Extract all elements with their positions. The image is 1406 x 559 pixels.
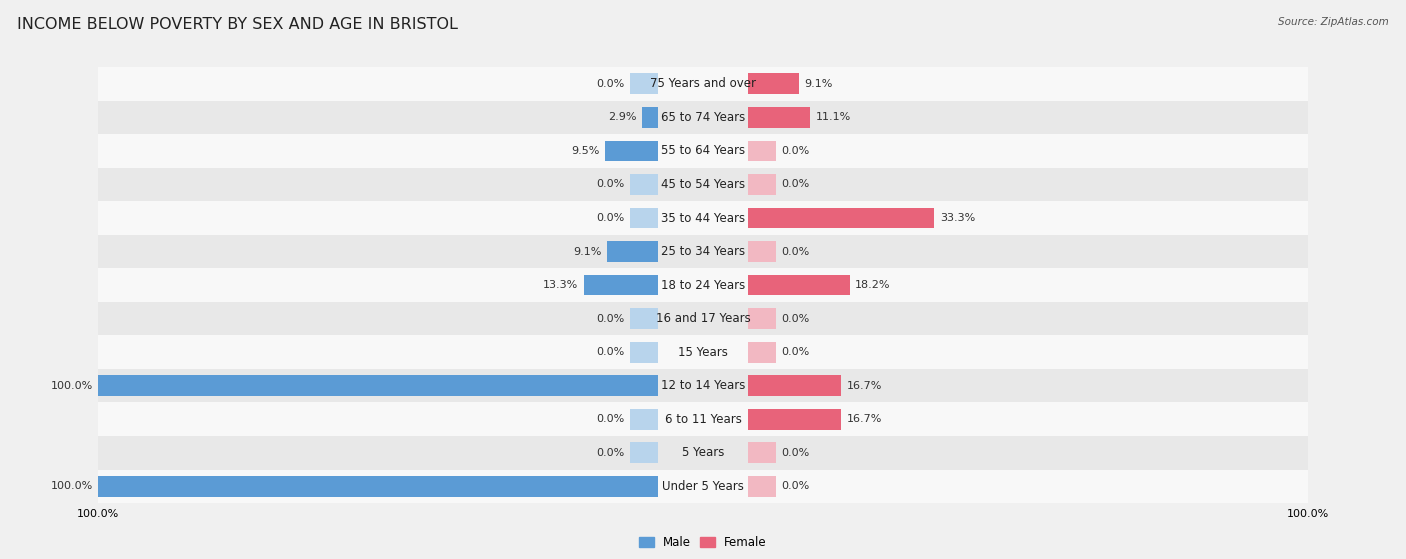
Text: 65 to 74 Years: 65 to 74 Years (661, 111, 745, 124)
Text: 12 to 14 Years: 12 to 14 Years (661, 379, 745, 392)
Text: 35 to 44 Years: 35 to 44 Years (661, 211, 745, 225)
Bar (748, 174, 776, 195)
Text: 2.9%: 2.9% (607, 112, 637, 122)
Bar (98, 101, 1308, 134)
Bar (98, 67, 1308, 101)
Bar (605, 140, 658, 162)
Text: 18 to 24 Years: 18 to 24 Years (661, 278, 745, 292)
Bar (98, 470, 1308, 503)
Bar (748, 442, 776, 463)
Text: 0.0%: 0.0% (596, 414, 624, 424)
Bar (98, 168, 1308, 201)
Text: 5 Years: 5 Years (682, 446, 724, 459)
Bar (630, 342, 658, 363)
Bar (98, 201, 1308, 235)
Text: 0.0%: 0.0% (596, 79, 624, 89)
Text: 0.0%: 0.0% (596, 213, 624, 223)
Text: 0.0%: 0.0% (596, 347, 624, 357)
Text: 18.2%: 18.2% (855, 280, 891, 290)
Bar (630, 442, 658, 463)
Bar (98, 436, 1308, 470)
Bar (748, 409, 841, 430)
Text: 25 to 34 Years: 25 to 34 Years (661, 245, 745, 258)
Text: 0.0%: 0.0% (782, 247, 810, 257)
Text: 0.0%: 0.0% (782, 448, 810, 458)
Text: 6 to 11 Years: 6 to 11 Years (665, 413, 741, 426)
Bar (630, 207, 658, 229)
Text: 0.0%: 0.0% (782, 314, 810, 324)
Text: 16.7%: 16.7% (846, 381, 882, 391)
Text: INCOME BELOW POVERTY BY SEX AND AGE IN BRISTOL: INCOME BELOW POVERTY BY SEX AND AGE IN B… (17, 17, 458, 32)
Text: Source: ZipAtlas.com: Source: ZipAtlas.com (1278, 17, 1389, 27)
Text: 0.0%: 0.0% (596, 314, 624, 324)
Text: 0.0%: 0.0% (782, 179, 810, 190)
Bar (98, 369, 1308, 402)
Text: 75 Years and over: 75 Years and over (650, 77, 756, 91)
Bar (98, 302, 1308, 335)
Bar (98, 335, 1308, 369)
Bar (748, 308, 776, 329)
Text: 11.1%: 11.1% (815, 112, 851, 122)
Bar (98, 134, 1308, 168)
Bar (748, 375, 841, 396)
Bar (98, 402, 1308, 436)
Bar (748, 241, 776, 262)
Text: 9.1%: 9.1% (574, 247, 602, 257)
Bar (630, 308, 658, 329)
Bar (748, 107, 810, 128)
Bar (98, 476, 658, 497)
Bar (98, 268, 1308, 302)
Text: Under 5 Years: Under 5 Years (662, 480, 744, 493)
Text: 16 and 17 Years: 16 and 17 Years (655, 312, 751, 325)
Bar (748, 73, 799, 94)
Text: 0.0%: 0.0% (782, 481, 810, 491)
Bar (643, 107, 658, 128)
Text: 9.1%: 9.1% (804, 79, 832, 89)
Text: 15 Years: 15 Years (678, 345, 728, 359)
Bar (630, 73, 658, 94)
Text: 0.0%: 0.0% (782, 347, 810, 357)
Text: 13.3%: 13.3% (543, 280, 578, 290)
Text: 9.5%: 9.5% (571, 146, 599, 156)
Text: 33.3%: 33.3% (939, 213, 974, 223)
Bar (583, 274, 658, 296)
Text: 55 to 64 Years: 55 to 64 Years (661, 144, 745, 158)
Bar (98, 235, 1308, 268)
Bar (748, 140, 776, 162)
Text: 0.0%: 0.0% (596, 448, 624, 458)
Bar (748, 274, 849, 296)
Legend: Male, Female: Male, Female (634, 532, 772, 554)
Bar (748, 342, 776, 363)
Bar (630, 409, 658, 430)
Text: 0.0%: 0.0% (596, 179, 624, 190)
Bar (98, 375, 658, 396)
Bar (748, 207, 934, 229)
Bar (607, 241, 658, 262)
Text: 16.7%: 16.7% (846, 414, 882, 424)
Text: 45 to 54 Years: 45 to 54 Years (661, 178, 745, 191)
Text: 0.0%: 0.0% (782, 146, 810, 156)
Bar (630, 174, 658, 195)
Text: 100.0%: 100.0% (51, 381, 93, 391)
Text: 100.0%: 100.0% (51, 481, 93, 491)
Bar (748, 476, 776, 497)
